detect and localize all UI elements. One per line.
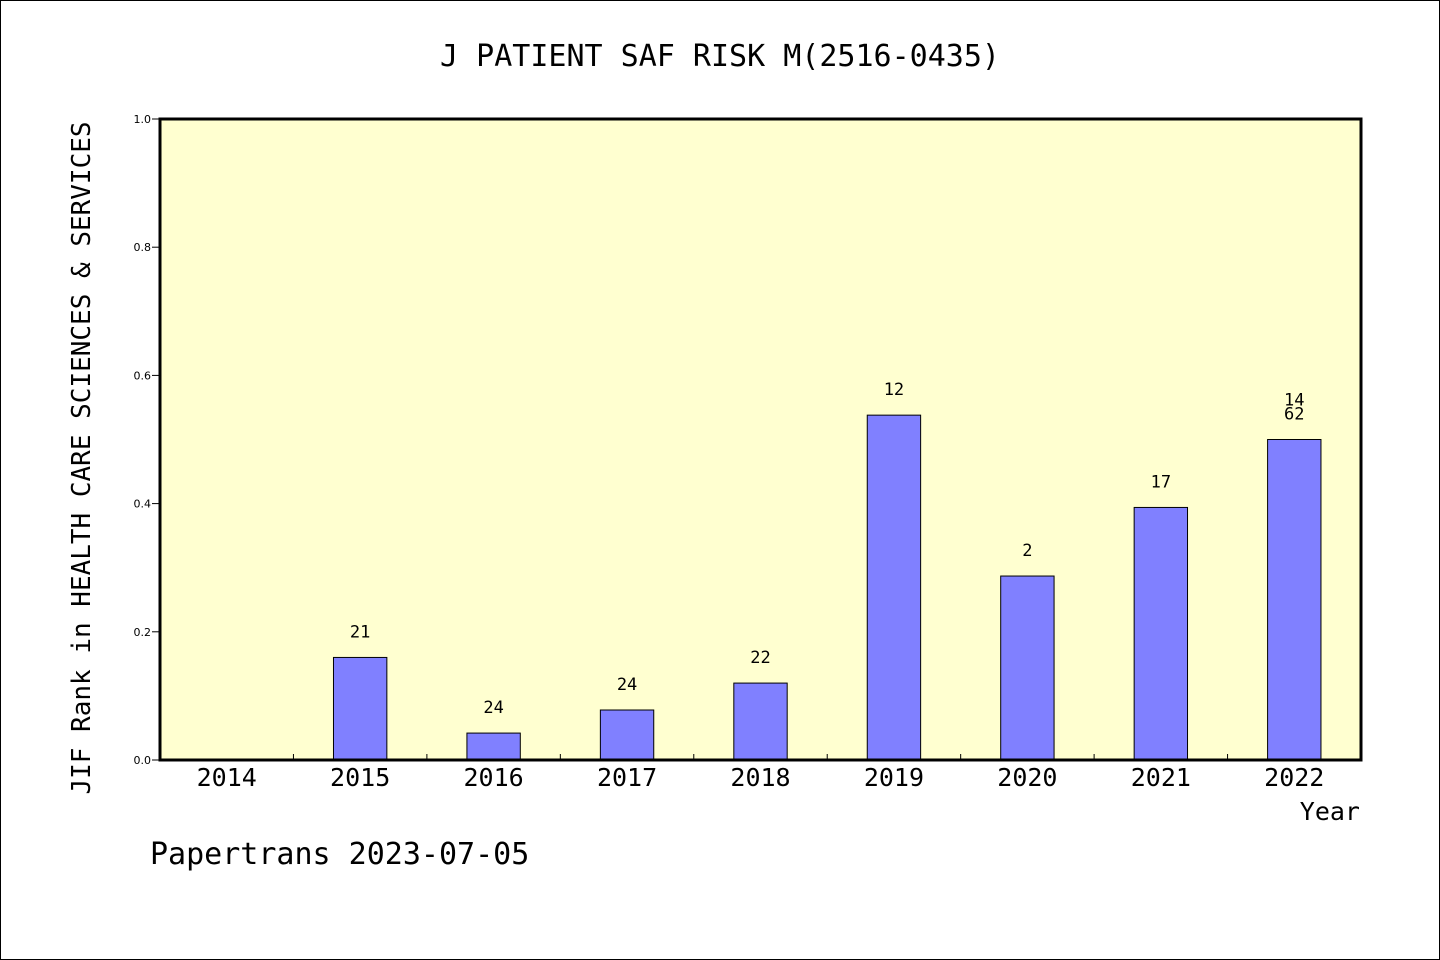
y-axis: 0.0 0.2 0.4 0.6 0.8 1.0 — [134, 113, 160, 767]
bar-label-2020: 2 — [1022, 541, 1032, 561]
x-tick-label-2021: 2021 — [1131, 763, 1191, 792]
y-axis-title: JIF Rank in HEALTH CARE SCIENCES & SERVI… — [67, 121, 97, 794]
bar-label-2018: 22 — [750, 648, 770, 668]
bar-2016 — [466, 732, 521, 761]
x-axis: 2014 2015 2016 2017 2018 2019 2020 2021 2022 — [197, 754, 1324, 792]
bar-label-2019: 12 — [884, 380, 904, 400]
x-tick-label-2019: 2019 — [864, 763, 924, 792]
y-tick-label-0.6: 0.6 — [134, 369, 152, 382]
bar-label-2017: 24 — [617, 675, 637, 695]
y-tick-label-0.8: 0.8 — [134, 241, 152, 254]
bar-label-2021: 17 — [1151, 472, 1171, 492]
bar-2018 — [733, 682, 788, 761]
x-axis-title: Year — [1300, 797, 1360, 826]
bar-2022 — [1267, 439, 1322, 761]
x-tick-label-2015: 2015 — [330, 763, 390, 792]
plot-border — [158, 117, 1363, 762]
x-tick-label-2018: 2018 — [730, 763, 790, 792]
y-tick-label-0.4: 0.4 — [134, 498, 152, 511]
footer-credit: Papertrans 2023-07-05 — [150, 837, 529, 872]
bar-label-2015: 21 — [350, 622, 370, 642]
bar-2021 — [1133, 506, 1189, 761]
bar-2015 — [332, 656, 388, 761]
bar-2020 — [1000, 575, 1055, 761]
x-tick-label-2014: 2014 — [197, 763, 257, 792]
chart-title: J PATIENT SAF RISK M(2516-0435) — [440, 39, 1000, 74]
bar-2017 — [599, 709, 655, 761]
x-tick-label-2022: 2022 — [1264, 763, 1324, 792]
y-tick-label-0.0: 0.0 — [134, 754, 152, 767]
bar-label-2022-2: 62 — [1284, 405, 1304, 425]
x-tick-label-2016: 2016 — [464, 763, 524, 792]
x-tick-label-2020: 2020 — [997, 763, 1057, 792]
bar-2019 — [866, 414, 922, 761]
y-tick-label-1.0: 1.0 — [134, 113, 152, 126]
bars — [332, 414, 1322, 761]
bar-label-2016: 24 — [483, 698, 503, 718]
bar-label-2022-1: 14 — [1284, 391, 1304, 411]
x-tick-label-2017: 2017 — [597, 763, 657, 792]
y-tick-label-0.2: 0.2 — [134, 626, 152, 639]
